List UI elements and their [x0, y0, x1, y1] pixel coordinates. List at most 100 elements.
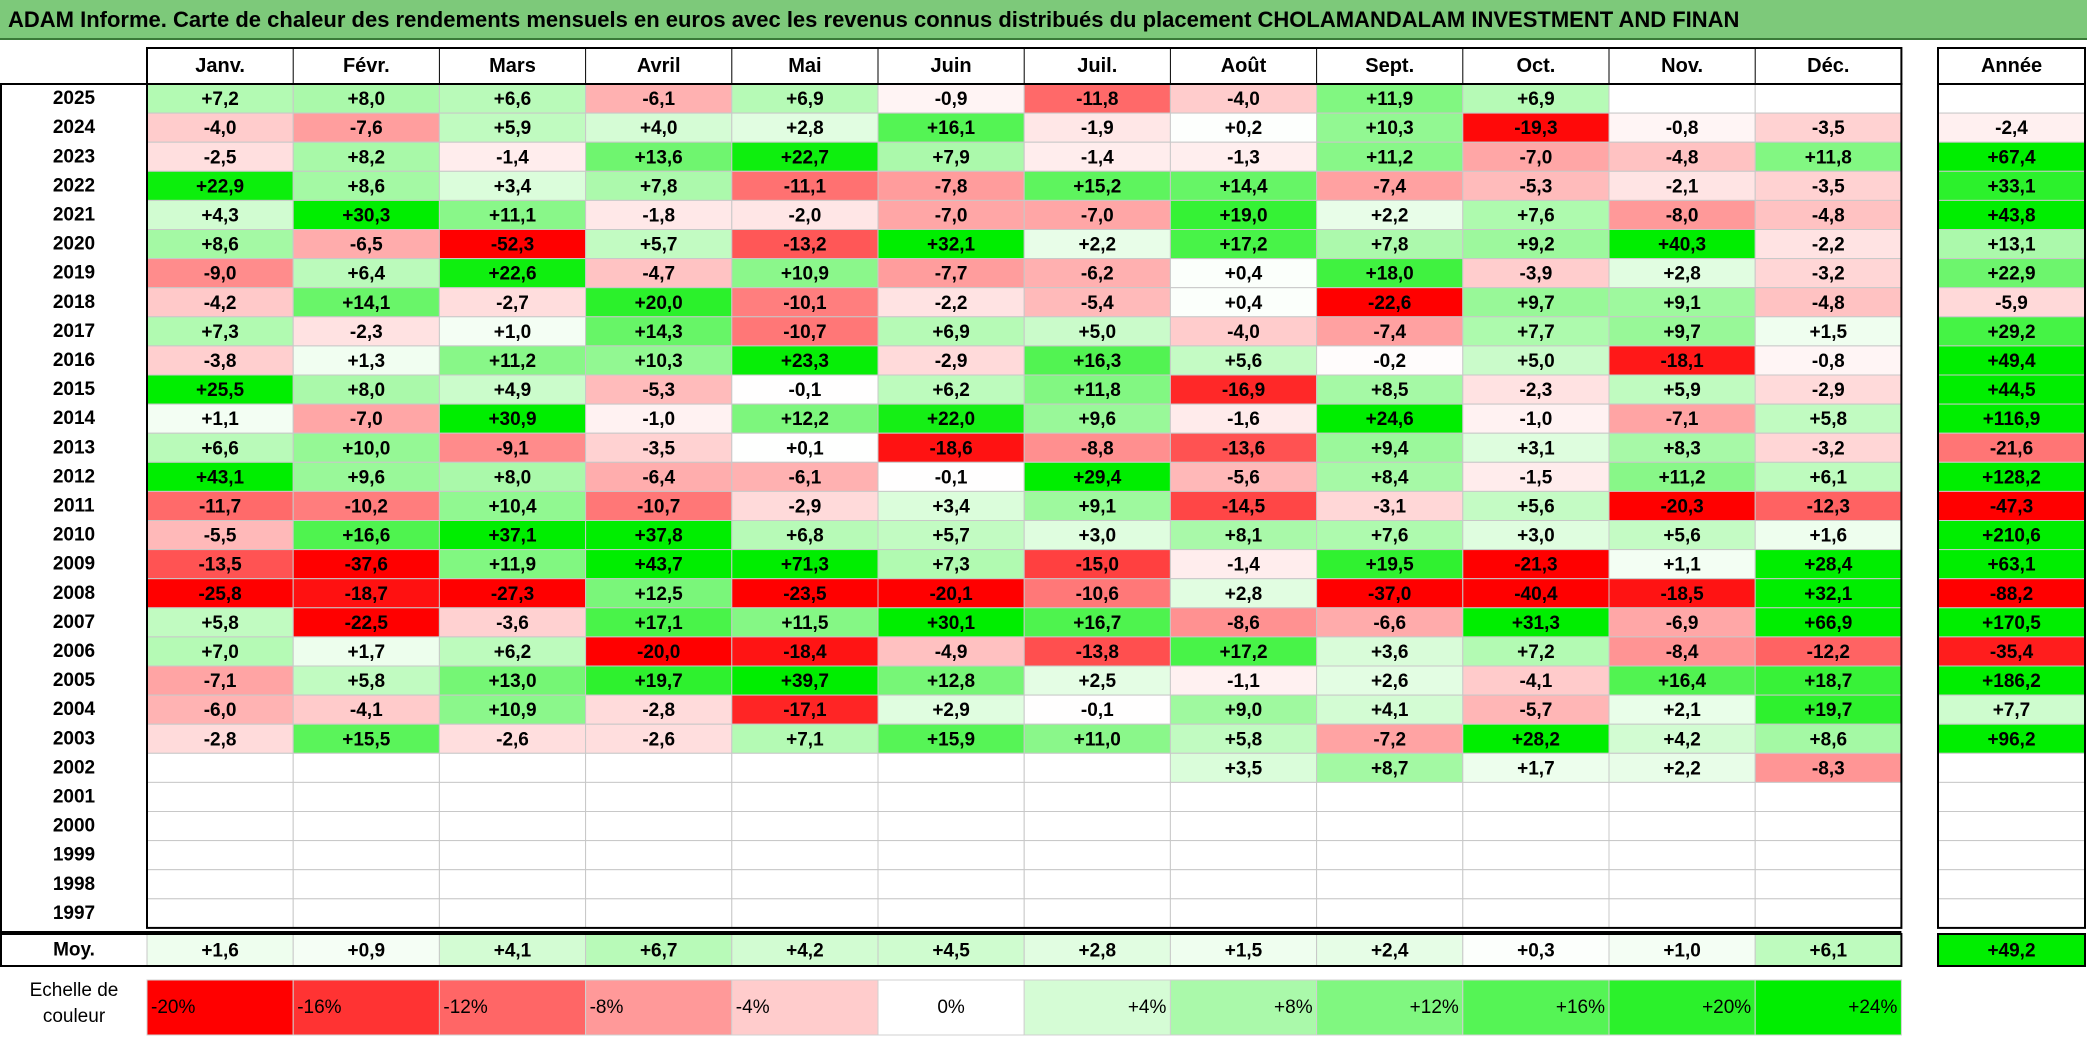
- cell-value: +17,1: [635, 613, 684, 634]
- cell-value: -7,8: [935, 176, 968, 197]
- heatmap-cell: [1754, 490, 1902, 521]
- annual-value: +63,1: [1987, 555, 2036, 576]
- cell-value: -7,7: [935, 264, 968, 285]
- cell-value: +6,6: [494, 89, 532, 110]
- heatmap-cell: [877, 345, 1025, 376]
- cell-value: +11,0: [1074, 729, 1121, 750]
- heatmap-cell: [585, 869, 733, 900]
- cell-value: -4,1: [350, 700, 383, 721]
- cell-value: -2,2: [1812, 235, 1845, 256]
- cell-value: -4,1: [1520, 671, 1553, 692]
- year-label: 1998: [53, 874, 95, 895]
- heatmap-cell: [292, 287, 440, 318]
- heatmap-cell: [1754, 170, 1902, 201]
- heatmap-cell: [1608, 898, 1756, 929]
- cell-value: +7,8: [1371, 235, 1409, 256]
- annual-cell: [1937, 83, 2086, 114]
- cell-value: +0,2: [1225, 118, 1263, 139]
- heatmap-cell: [1169, 345, 1318, 376]
- average-cell: [585, 933, 733, 967]
- heatmap-cell: [1316, 432, 1464, 463]
- heatmap-cell: [146, 840, 294, 871]
- heatmap-cell: [877, 694, 1025, 725]
- cell-value: -2,7: [496, 293, 529, 314]
- heatmap-cell: [292, 898, 440, 929]
- heatmap-cell: [1462, 461, 1610, 492]
- annual-cell: [1937, 374, 2086, 405]
- heatmap-cell: [731, 781, 879, 813]
- legend-label: -16%: [297, 997, 341, 1018]
- heatmap-cell: [1316, 869, 1464, 900]
- cell-value: +15,9: [927, 729, 975, 750]
- cell-value: -7,0: [1081, 205, 1114, 226]
- legend-label: -20%: [151, 997, 195, 1018]
- heatmap-cell: [1316, 811, 1464, 842]
- average-value: +0,9: [348, 941, 386, 962]
- cell-value: -4,8: [1812, 293, 1845, 314]
- month-header-3: Avril: [637, 55, 681, 77]
- annual-value: +22,9: [1987, 264, 2035, 285]
- average-cell: [1169, 933, 1318, 967]
- cell-value: -2,3: [350, 322, 383, 343]
- heatmap-cell: [1316, 461, 1464, 492]
- cell-value: +6,4: [348, 264, 386, 285]
- cell-value: +9,7: [1517, 293, 1555, 314]
- cell-value: +9,7: [1663, 322, 1701, 343]
- average-value: +1,0: [1663, 941, 1701, 962]
- cell-value: +30,1: [927, 613, 976, 634]
- legend-swatch: [146, 979, 294, 1036]
- heatmap-cell: [1023, 461, 1171, 492]
- heatmap-cell: [731, 752, 879, 783]
- cell-value: -4,0: [1227, 322, 1260, 343]
- month-header-4: Mai: [788, 55, 821, 77]
- cell-value: -40,4: [1514, 584, 1558, 605]
- average-value: +0,3: [1517, 941, 1555, 962]
- cell-value: +1,1: [1663, 555, 1701, 576]
- heatmap-cell: [1023, 811, 1171, 842]
- heatmap-cell: [731, 723, 879, 754]
- cell-value: +5,6: [1517, 496, 1555, 517]
- cell-value: -6,0: [204, 700, 237, 721]
- annual-value: +7,7: [1993, 700, 2031, 721]
- legend-swatch: [1462, 979, 1610, 1036]
- cell-value: +10,4: [488, 496, 537, 517]
- heatmap-cell: [1316, 636, 1464, 667]
- heatmap-cell: [585, 490, 733, 521]
- heatmap-cell: [438, 170, 587, 201]
- cell-value: +4,0: [640, 118, 678, 139]
- cell-value: +7,6: [1371, 526, 1409, 547]
- heatmap-cell: [1316, 345, 1464, 376]
- heatmap-cell: [1608, 112, 1756, 143]
- year-label: 2002: [53, 757, 95, 778]
- cell-value: -12,3: [1807, 496, 1850, 517]
- average-annual-cell: [1937, 933, 2086, 967]
- heatmap-cell: [1023, 345, 1171, 376]
- annual-cell: [1937, 636, 2086, 667]
- cell-value: +30,3: [342, 205, 390, 226]
- cell-value: +11,5: [781, 613, 828, 634]
- cell-value: +14,3: [635, 322, 683, 343]
- legend-label: -8%: [590, 997, 624, 1018]
- heatmap-cell: [1023, 141, 1171, 172]
- legend-label: +16%: [1556, 997, 1605, 1018]
- cell-value: +20,0: [635, 293, 683, 314]
- heatmap-cell: [438, 345, 587, 376]
- month-header-5: Juin: [931, 55, 972, 77]
- heatmap-cell: [1316, 520, 1464, 551]
- cell-value: +22,6: [488, 264, 536, 285]
- cell-value: -18,6: [929, 438, 972, 459]
- heatmap-cell: [438, 811, 587, 842]
- heatmap-cell: [877, 287, 1025, 318]
- cell-value: +6,9: [786, 89, 824, 110]
- heatmap-cell: [1462, 840, 1610, 871]
- cell-value: -5,5: [204, 526, 237, 547]
- heatmap-cell: [585, 258, 733, 289]
- cell-value: +16,7: [1073, 613, 1121, 634]
- heatmap-cell: [585, 83, 733, 114]
- heatmap-cell: [146, 578, 294, 609]
- annual-cell: [1937, 607, 2086, 638]
- heatmap-cell: [1462, 578, 1610, 609]
- cell-value: -8,8: [1081, 438, 1114, 459]
- heatmap-cell: [1169, 141, 1318, 172]
- cell-value: +3,1: [1517, 438, 1555, 459]
